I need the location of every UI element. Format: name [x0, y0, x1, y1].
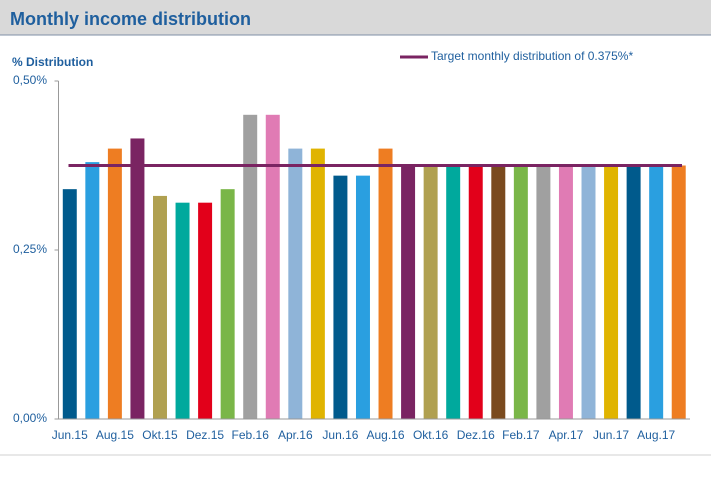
x-tick-label: Aug.17	[637, 428, 675, 442]
bar	[130, 138, 145, 419]
bar	[604, 165, 619, 419]
bar	[626, 165, 641, 419]
x-tick-label: Aug.15	[96, 428, 134, 442]
bar	[198, 202, 213, 419]
bar	[649, 165, 664, 419]
x-tick-label: Okt.16	[413, 428, 449, 442]
bar	[175, 202, 190, 419]
y-tick-label: 0,00%	[13, 411, 47, 425]
x-tick-label: Apr.17	[549, 428, 584, 442]
bar	[310, 148, 325, 419]
bar	[558, 165, 573, 419]
bar	[152, 195, 167, 419]
bar	[423, 165, 438, 419]
bar	[85, 162, 100, 419]
x-tick-label: Jun.16	[322, 428, 358, 442]
bar	[288, 148, 303, 419]
x-tick-label: Feb.16	[232, 428, 270, 442]
title-bar	[0, 0, 711, 35]
y-axis-label: % Distribution	[12, 55, 93, 69]
bar	[107, 148, 122, 419]
x-tick-label: Okt.15	[142, 428, 178, 442]
bar	[446, 165, 461, 419]
x-tick-label: Jun.17	[593, 428, 629, 442]
bar	[243, 114, 258, 420]
x-tick-label: Apr.16	[278, 428, 313, 442]
bar	[378, 148, 393, 419]
bar	[220, 189, 235, 419]
bar	[333, 175, 348, 419]
x-tick-label: Aug.16	[367, 428, 405, 442]
bar	[401, 165, 416, 419]
x-tick-label: Dez.16	[457, 428, 495, 442]
y-tick-label: 0,25%	[13, 242, 47, 256]
bar	[671, 165, 686, 419]
x-tick-label: Dez.15	[186, 428, 224, 442]
bar	[468, 165, 483, 419]
y-tick-label: 0,50%	[13, 73, 47, 87]
bar	[581, 165, 596, 419]
x-tick-label: Jun.15	[52, 428, 88, 442]
bar	[513, 165, 528, 419]
bar	[536, 165, 551, 419]
bar	[62, 189, 77, 419]
bar	[355, 175, 370, 419]
bar	[265, 114, 280, 420]
bar	[491, 165, 506, 419]
chart-title: Monthly income distribution	[10, 9, 251, 29]
x-tick-label: Feb.17	[502, 428, 540, 442]
legend-label: Target monthly distribution of 0.375%*	[431, 49, 633, 63]
